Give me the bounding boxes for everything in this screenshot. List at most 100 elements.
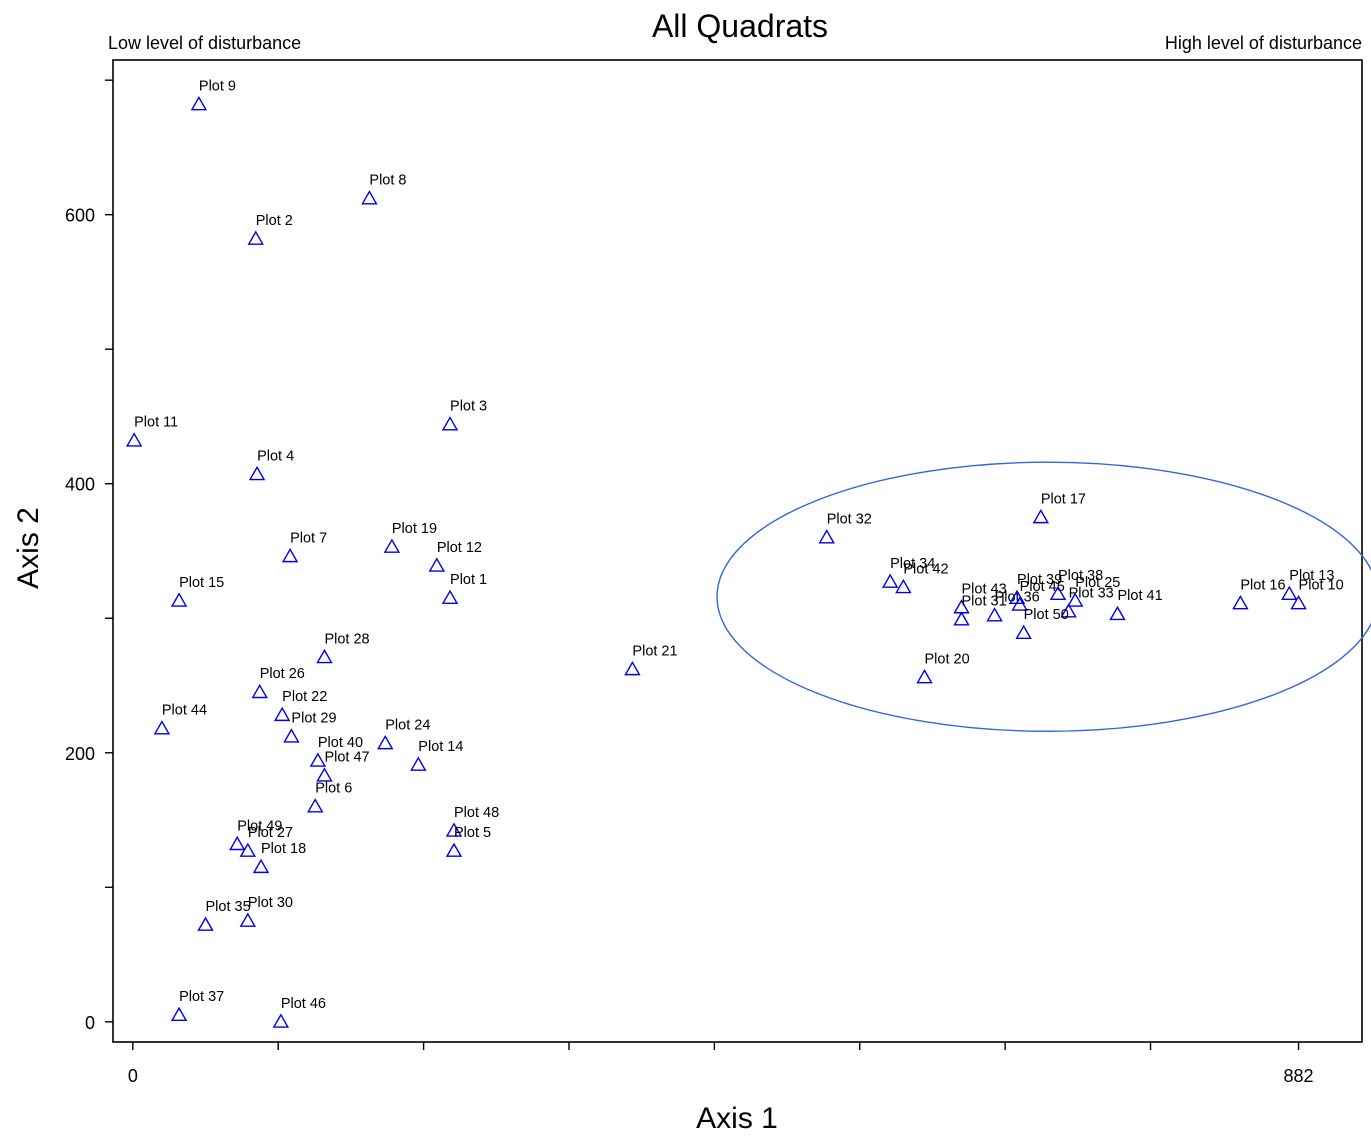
triangle-marker — [410, 756, 427, 771]
point-label: Plot 43 — [962, 581, 1007, 597]
point-label: Plot 45 — [1020, 579, 1065, 595]
point-label: Plot 1 — [450, 572, 487, 588]
point-label: Plot 24 — [385, 717, 430, 733]
data-point: Plot 13 — [1281, 568, 1334, 600]
x-tick-label: 0 — [128, 1066, 138, 1086]
y-axis-title: Axis 2 — [12, 507, 45, 589]
data-point: Plot 32 — [818, 512, 872, 544]
data-point: Plot 50 — [1015, 607, 1069, 640]
point-label: Plot 22 — [282, 689, 327, 705]
point-label: Plot 28 — [324, 631, 369, 647]
triangle-marker — [125, 432, 143, 447]
data-point: Plot 48 — [445, 805, 499, 837]
triangle-marker — [361, 190, 378, 205]
triangle-marker — [916, 669, 933, 684]
point-label: Plot 35 — [206, 899, 251, 915]
point-label: Plot 25 — [1075, 575, 1120, 591]
data-point: Plot 8 — [361, 173, 407, 205]
data-point: Plot 29 — [283, 711, 337, 743]
data-point: Plot 2 — [247, 213, 293, 245]
point-label: Plot 4 — [257, 448, 294, 464]
triangle-marker — [953, 611, 970, 626]
data-point: Plot 7 — [281, 530, 327, 563]
data-point: Plot 40 — [309, 735, 363, 767]
triangle-marker — [251, 683, 268, 699]
triangle-marker — [1015, 624, 1032, 640]
data-point: Plot 22 — [273, 689, 327, 722]
triangle-marker — [283, 728, 300, 743]
point-label: Plot 42 — [903, 561, 948, 577]
data-point: Plot 30 — [239, 895, 293, 927]
triangle-marker — [624, 660, 641, 676]
x-tick-label: 882 — [1284, 1066, 1314, 1086]
point-label: Plot 15 — [179, 575, 224, 591]
triangle-marker — [239, 842, 257, 857]
point-label: Plot 14 — [418, 739, 463, 755]
triangle-marker — [239, 912, 257, 927]
triangle-marker — [307, 798, 324, 813]
triangle-marker — [272, 1013, 290, 1028]
point-label: Plot 10 — [1299, 577, 1344, 593]
data-point: Plot 24 — [377, 717, 430, 750]
triangle-marker — [441, 416, 459, 431]
y-tick-label: 600 — [65, 206, 95, 226]
point-label: Plot 29 — [291, 711, 336, 727]
point-label: Plot 27 — [248, 825, 293, 841]
data-point: Plot 36 — [986, 590, 1040, 622]
data-point: Plot 17 — [1032, 491, 1086, 524]
triangle-marker — [895, 578, 912, 594]
triangle-marker — [1281, 585, 1298, 600]
point-label: Plot 37 — [179, 989, 224, 1005]
triangle-marker — [881, 573, 899, 588]
triangle-marker — [248, 465, 266, 481]
data-point: Plot 3 — [441, 399, 487, 431]
triangle-marker — [441, 589, 459, 605]
point-label: Plot 12 — [437, 540, 482, 556]
point-label: Plot 26 — [260, 666, 305, 682]
point-label: Plot 16 — [1240, 577, 1285, 593]
triangle-marker — [309, 752, 327, 767]
data-point: Plot 25 — [1066, 575, 1120, 607]
highlight-ellipse — [716, 461, 1371, 732]
triangle-marker — [197, 916, 214, 931]
data-point: Plot 38 — [1049, 568, 1103, 600]
triangle-marker — [273, 706, 291, 722]
point-label: Plot 33 — [1069, 586, 1114, 602]
point-label: Plot 2 — [256, 213, 293, 229]
data-point: Plot 41 — [1109, 588, 1163, 621]
point-label: Plot 47 — [324, 750, 369, 766]
data-point: Plot 4 — [248, 448, 294, 481]
triangle-marker — [1060, 603, 1077, 618]
triangle-marker — [818, 529, 835, 544]
triangle-marker — [1032, 508, 1050, 524]
data-points: Plot 9 Plot 8 Plot 2 Plot 3 Plot 11 Plot 4 Plo… — [125, 78, 1344, 1028]
triangle-marker — [1109, 605, 1126, 621]
data-point: Plot 35 — [197, 899, 251, 931]
triangle-marker — [428, 557, 446, 572]
point-label: Plot 21 — [632, 643, 677, 659]
point-label: Plot 31 — [962, 594, 1007, 610]
point-label: Plot 7 — [290, 530, 327, 546]
data-point: Plot 5 — [445, 825, 491, 857]
point-label: Plot 32 — [827, 512, 872, 528]
y-tick-label: 0 — [85, 1013, 95, 1033]
plot-frame — [112, 59, 1363, 1043]
triangle-marker — [153, 720, 171, 735]
point-label: Plot 5 — [454, 825, 491, 841]
point-label: Plot 34 — [890, 556, 935, 572]
data-point: Plot 19 — [383, 521, 437, 553]
point-label: Plot 39 — [1017, 572, 1062, 588]
point-label: Plot 20 — [925, 651, 970, 667]
triangle-marker — [1290, 595, 1307, 610]
point-label: Plot 18 — [261, 841, 306, 857]
y-tick-label: 400 — [65, 475, 95, 495]
triangle-marker — [281, 547, 299, 563]
triangle-marker — [986, 607, 1003, 622]
triangle-marker — [1011, 596, 1028, 611]
point-label: Plot 13 — [1289, 568, 1334, 584]
x-axis-title: Axis 1 — [696, 1102, 778, 1135]
data-point: Plot 1 — [441, 572, 487, 605]
y-axis: 0 200 400 600 — [65, 79, 113, 1033]
point-label: Plot 17 — [1041, 491, 1086, 507]
